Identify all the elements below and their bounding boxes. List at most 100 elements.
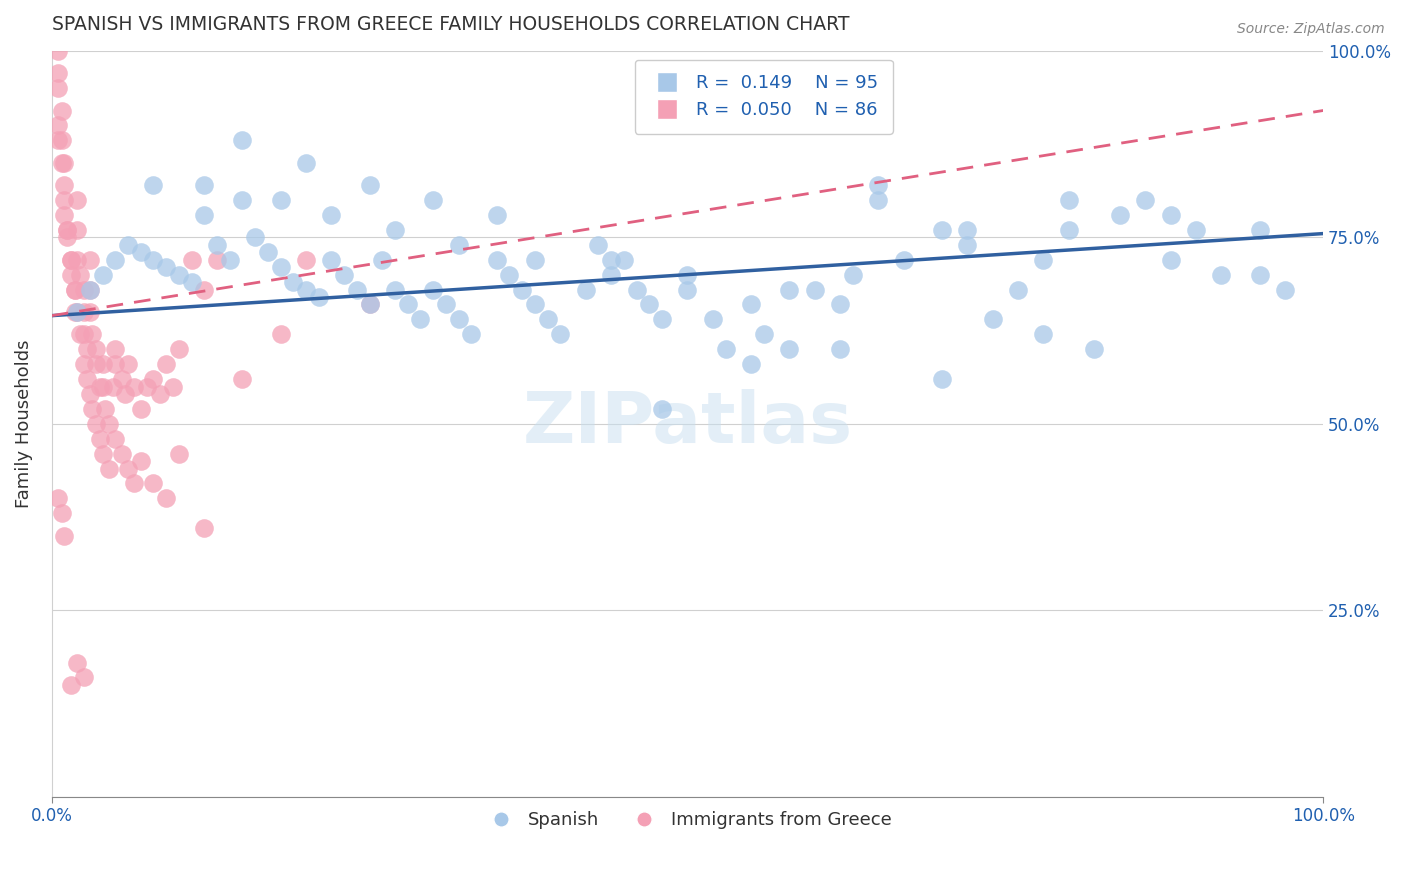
Point [536, 312, 558, 326]
Point [69, 268, 91, 282]
Point [205, 252, 228, 267]
Point [69, 327, 91, 342]
Point [129, 245, 152, 260]
Point [1007, 283, 1029, 297]
Point [94, 401, 117, 416]
Point [1057, 223, 1080, 237]
Point [283, 275, 305, 289]
Point [1160, 252, 1182, 267]
Point [931, 372, 953, 386]
Point [868, 193, 890, 207]
Point [46, 119, 69, 133]
Point [371, 252, 394, 267]
Point [53, 178, 76, 193]
Point [72, 283, 94, 297]
Point [91, 357, 114, 371]
Point [270, 260, 292, 275]
Point [295, 283, 318, 297]
Point [59, 678, 82, 692]
Point [56, 223, 79, 237]
Point [359, 297, 381, 311]
Point [447, 237, 470, 252]
Point [89, 379, 111, 393]
Point [124, 476, 146, 491]
Point [193, 178, 215, 193]
Point [162, 379, 184, 393]
Point [956, 237, 979, 252]
Point [308, 290, 330, 304]
Point [155, 357, 177, 371]
Point [72, 670, 94, 684]
Point [702, 312, 724, 326]
Point [53, 155, 76, 169]
Point [270, 327, 292, 342]
Point [79, 252, 101, 267]
Point [752, 327, 775, 342]
Point [600, 268, 623, 282]
Point [59, 252, 82, 267]
Point [167, 447, 190, 461]
Point [79, 305, 101, 319]
Point [59, 268, 82, 282]
Point [142, 476, 165, 491]
Point [56, 223, 79, 237]
Point [575, 283, 598, 297]
Point [828, 342, 851, 356]
Point [396, 297, 419, 311]
Point [638, 297, 661, 311]
Point [1185, 223, 1208, 237]
Point [1211, 268, 1233, 282]
Point [193, 283, 215, 297]
Point [51, 506, 73, 520]
Point [84, 342, 107, 356]
Point [803, 283, 825, 297]
Point [129, 401, 152, 416]
Point [981, 312, 1004, 326]
Point [91, 447, 114, 461]
Point [588, 237, 610, 252]
Point [676, 268, 699, 282]
Point [1083, 342, 1105, 356]
Point [56, 230, 79, 244]
Point [72, 357, 94, 371]
Point [651, 312, 673, 326]
Point [111, 372, 134, 386]
Point [53, 193, 76, 207]
Point [218, 252, 240, 267]
Point [91, 379, 114, 393]
Point [1249, 268, 1271, 282]
Point [550, 327, 572, 342]
Point [167, 342, 190, 356]
Point [59, 252, 82, 267]
Point [422, 193, 444, 207]
Point [1160, 208, 1182, 222]
Point [101, 379, 124, 393]
Point [231, 193, 253, 207]
Point [46, 491, 69, 506]
Point [409, 312, 432, 326]
Point [270, 193, 292, 207]
Point [136, 379, 159, 393]
Point [1108, 208, 1130, 222]
Point [51, 103, 73, 118]
Point [53, 208, 76, 222]
Point [321, 252, 343, 267]
Point [1057, 193, 1080, 207]
Point [72, 327, 94, 342]
Point [76, 342, 98, 356]
Point [76, 372, 98, 386]
Point [778, 342, 800, 356]
Point [1032, 252, 1054, 267]
Point [142, 372, 165, 386]
Point [485, 208, 508, 222]
Point [346, 283, 368, 297]
Point [1133, 193, 1156, 207]
Point [384, 283, 406, 297]
Text: SPANISH VS IMMIGRANTS FROM GREECE FAMILY HOUSEHOLDS CORRELATION CHART: SPANISH VS IMMIGRANTS FROM GREECE FAMILY… [52, 15, 849, 34]
Point [63, 283, 86, 297]
Point [46, 81, 69, 95]
Point [104, 342, 127, 356]
Point [931, 223, 953, 237]
Point [714, 342, 737, 356]
Point [66, 305, 89, 319]
